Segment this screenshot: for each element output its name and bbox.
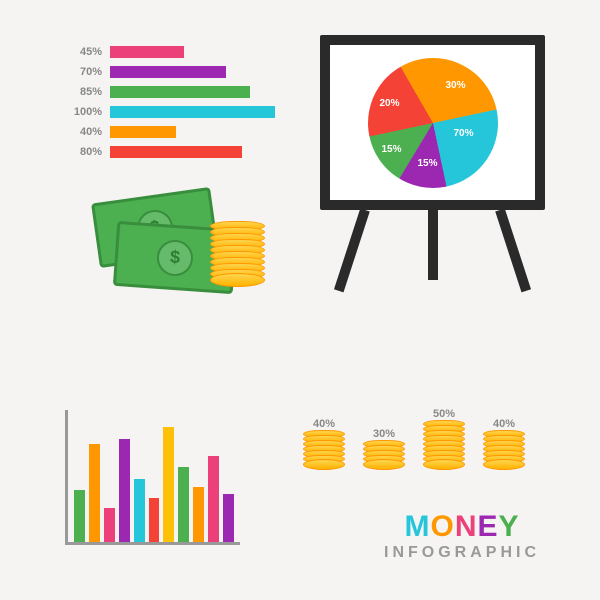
hbar-label: 40% [70,126,110,138]
pie-chart: 30% 70% 15% 15% 20% [368,58,498,188]
board-canvas: 30% 70% 15% 15% 20% [330,45,535,200]
pie-slice-label: 70% [454,128,474,139]
vbar [134,479,145,542]
vbar [193,487,204,542]
vbar [74,490,85,542]
hbar-fill [110,146,242,158]
easel-legs [320,210,545,300]
coin-stack-label: 50% [433,408,455,420]
hbar-row: 100% [70,105,280,119]
coin-stack-label: 40% [493,418,515,430]
coin-stack-label: 30% [373,428,395,440]
hbar-fill [110,86,250,98]
pie-slice-label: 15% [382,144,402,155]
vertical-bar-chart [65,410,240,545]
hbar-row: 85% [70,85,280,99]
vbar [208,456,219,542]
hbar-row: 80% [70,145,280,159]
vbar [119,439,130,543]
coin-stack-bar: 30% [363,428,405,470]
vbar [163,427,174,542]
coin-stack-bar: 50% [423,408,465,470]
coin-stack-bar: 40% [483,418,525,470]
presentation-board: 30% 70% 15% 15% 20% [320,35,545,300]
pie-slice-label: 30% [446,80,466,91]
vbar [223,494,234,542]
vbar [104,508,115,543]
coin-stack-bar: 40% [303,418,345,470]
hbar-fill [110,106,275,118]
hbar-label: 70% [70,66,110,78]
hbar-label: 85% [70,86,110,98]
hbar-row: 45% [70,45,280,59]
title-main: MONEY [384,510,540,544]
pie-slice-label: 20% [380,98,400,109]
title-sub: INFOGRAPHIC [384,544,540,562]
horizontal-bar-chart: 45% 70% 85% 100% 40% 80% [70,45,280,165]
hbar-row: 40% [70,125,280,139]
vbar [89,444,100,542]
hbar-label: 45% [70,46,110,58]
coin-stack-label: 40% [313,418,335,430]
hbar-row: 70% [70,65,280,79]
vbar [149,498,160,542]
coin-stack [210,225,265,287]
pie-slice-label: 15% [418,158,438,169]
hbar-fill [110,66,226,78]
hbar-label: 80% [70,146,110,158]
hbar-fill [110,126,176,138]
title-block: MONEY INFOGRAPHIC [384,510,540,562]
hbar-fill [110,46,184,58]
coin-bar-chart: 40% 30% 50% 40% [303,408,525,470]
hbar-label: 100% [70,106,110,118]
board-frame: 30% 70% 15% 15% 20% [320,35,545,210]
vbar [178,467,189,542]
